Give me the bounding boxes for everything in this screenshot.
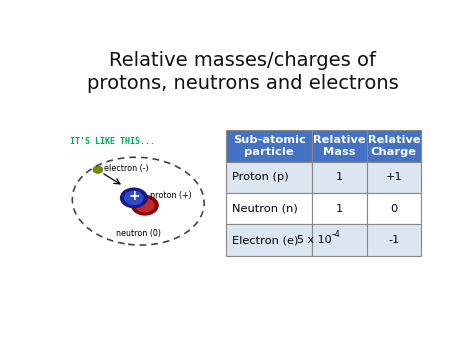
Bar [366,162,421,193]
Text: Proton (p): Proton (p) [231,172,288,182]
Bar [227,162,312,193]
Circle shape [124,191,144,205]
Text: –4: –4 [331,230,340,239]
Bar [312,193,366,224]
Text: Electron (e): Electron (e) [231,235,298,245]
Circle shape [135,198,155,213]
Text: 1: 1 [336,204,343,214]
Bar [366,193,421,224]
Text: +1: +1 [385,172,402,182]
Text: electron (-): electron (-) [104,164,148,173]
Text: 1: 1 [336,172,343,182]
Bar [312,224,366,256]
Bar [366,224,421,256]
Text: 5 x 10: 5 x 10 [297,235,331,245]
Text: +: + [128,190,140,203]
Circle shape [120,187,148,208]
Circle shape [131,195,159,215]
Bar [227,193,312,224]
Bar [312,162,366,193]
Text: 0: 0 [390,204,398,214]
Bar [227,224,312,256]
Text: Sub-atomic
particle: Sub-atomic particle [233,135,306,157]
Text: proton (+): proton (+) [150,191,191,200]
Text: Relative
Charge: Relative Charge [367,135,420,157]
Text: Relative masses/charges of
protons, neutrons and electrons: Relative masses/charges of protons, neut… [87,51,399,93]
Text: -1: -1 [388,235,400,245]
Circle shape [93,166,102,173]
Text: neutron (0): neutron (0) [116,229,161,238]
Text: IT'S LIKE THIS...: IT'S LIKE THIS... [70,137,155,146]
Text: Neutron (n): Neutron (n) [231,204,297,214]
Text: Relative
Mass: Relative Mass [313,135,365,157]
Bar [227,130,312,162]
Bar [312,130,366,162]
Bar [366,130,421,162]
